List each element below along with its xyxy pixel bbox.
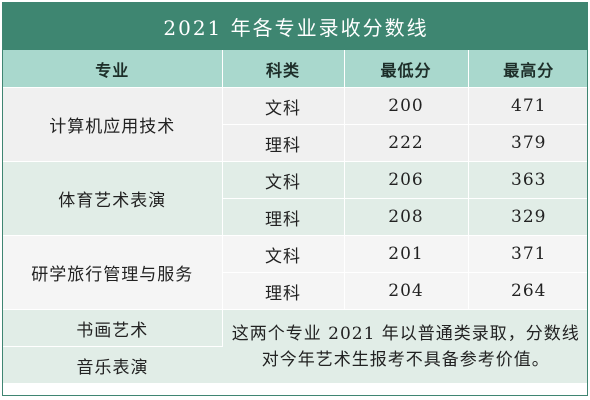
major-name: 研学旅行管理与服务 xyxy=(3,235,223,310)
header-row: 专业 科类 最低分 最高分 xyxy=(3,50,587,88)
table-row: 理科 208 329 xyxy=(3,198,587,236)
min-score-cell: 200 xyxy=(344,87,469,125)
category-cell: 理科 xyxy=(222,198,345,236)
header-category: 科类 xyxy=(222,50,345,88)
major-name: 体育艺术表演 xyxy=(3,161,223,236)
header-major: 专业 xyxy=(3,50,223,88)
category-cell: 理科 xyxy=(222,124,345,162)
table-title: 2021 年各专业录收分数线 xyxy=(3,3,587,50)
header-min-score: 最低分 xyxy=(344,50,469,88)
table-row: 理科 222 379 xyxy=(3,124,587,162)
table-row: 音乐表演 xyxy=(3,346,587,384)
category-cell: 文科 xyxy=(222,161,345,199)
major-name: 计算机应用技术 xyxy=(3,87,223,162)
special-note: 这两个专业 2021 年以普通类录取，分数线对今年艺术生报考不具备参考价值。 xyxy=(222,309,587,384)
category-cell: 文科 xyxy=(222,235,345,273)
min-score-cell: 206 xyxy=(344,161,469,199)
max-score-cell: 329 xyxy=(468,198,587,236)
max-score-cell: 363 xyxy=(468,161,587,199)
min-score-cell: 201 xyxy=(344,235,469,273)
table-row: 研学旅行管理与服务 文科 201 371 xyxy=(3,235,587,310)
score-table-container: 2021 年各专业录收分数线 专业 科类 最低分 最高分 计算机应用技术 文科 … xyxy=(2,2,588,396)
category-cell: 文科 xyxy=(222,87,345,125)
max-score-cell: 264 xyxy=(468,272,587,310)
table-row: 书画艺术 这两个专业 2021 年以普通类录取，分数线对今年艺术生报考不具备参考… xyxy=(3,309,587,384)
max-score-cell: 379 xyxy=(468,124,587,162)
score-table: 2021 年各专业录收分数线 专业 科类 最低分 最高分 计算机应用技术 文科 … xyxy=(3,3,587,384)
header-max-score: 最高分 xyxy=(468,50,587,88)
min-score-cell: 222 xyxy=(344,124,469,162)
category-cell: 理科 xyxy=(222,272,345,310)
table-row: 计算机应用技术 文科 200 471 xyxy=(3,87,587,162)
max-score-cell: 371 xyxy=(468,235,587,273)
special-major-name: 书画艺术 xyxy=(3,309,223,347)
special-major-name: 音乐表演 xyxy=(3,346,222,384)
max-score-cell: 471 xyxy=(468,87,587,125)
table-row: 体育艺术表演 文科 206 363 xyxy=(3,161,587,236)
min-score-cell: 208 xyxy=(344,198,469,236)
table-row: 理科 204 264 xyxy=(3,272,587,310)
min-score-cell: 204 xyxy=(344,272,469,310)
